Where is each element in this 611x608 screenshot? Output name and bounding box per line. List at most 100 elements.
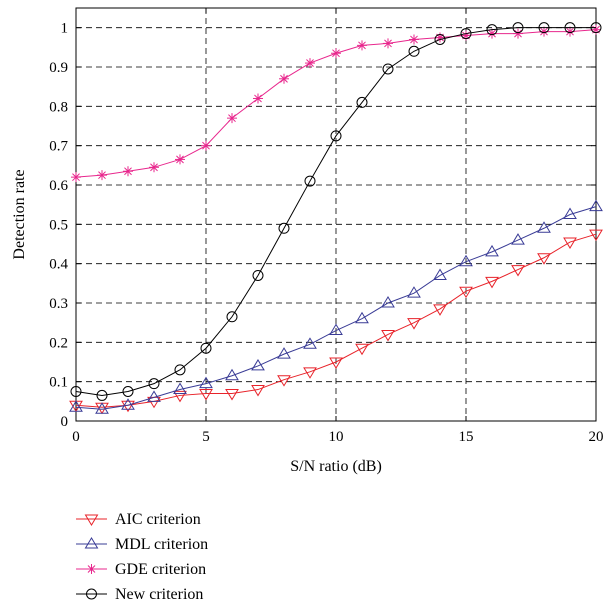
data-point [225, 388, 239, 401]
data-point [277, 347, 291, 359]
data-point [512, 22, 524, 34]
data-point [96, 389, 108, 401]
data-point [563, 207, 577, 219]
data-point [537, 253, 551, 265]
data-point [279, 73, 289, 84]
data-point [121, 398, 135, 410]
data-point [252, 269, 264, 281]
data-point [563, 237, 577, 250]
x-tick-label: 0 [72, 429, 80, 445]
data-point [329, 323, 343, 336]
data-point [381, 329, 395, 342]
y-axis-label: Detection rate [11, 169, 28, 259]
y-tick-label: 0.7 [49, 139, 68, 155]
data-point [564, 22, 576, 34]
data-point [173, 382, 187, 395]
legend-item: MDL criterion [76, 536, 208, 553]
data-point [173, 390, 187, 403]
data-point [357, 40, 367, 51]
data-point [225, 368, 239, 381]
data-point [434, 33, 446, 45]
series-line [75, 206, 597, 410]
data-point [71, 172, 81, 183]
y-tick-label: 1 [61, 21, 69, 37]
data-point [459, 286, 473, 299]
data-point [511, 233, 525, 245]
data-point [408, 45, 420, 57]
data-point [226, 311, 238, 323]
data-point [513, 28, 523, 39]
y-tick-label: 0.1 [49, 375, 68, 391]
data-point [97, 170, 107, 181]
series-group [69, 22, 603, 415]
series-mdl-criterion [69, 199, 603, 414]
data-point [460, 28, 472, 40]
series-line [75, 233, 597, 408]
data-point [175, 154, 185, 165]
series-gde-criterion [71, 24, 601, 183]
data-point [200, 342, 212, 354]
data-point [277, 375, 291, 387]
data-point [590, 22, 602, 34]
data-point [356, 96, 368, 108]
data-point [537, 221, 551, 233]
data-point [329, 357, 343, 369]
data-point [459, 254, 473, 267]
data-point [303, 367, 317, 379]
data-point [251, 358, 265, 371]
data-point [485, 244, 499, 257]
data-point [355, 343, 369, 356]
legend: AIC criterion MDL criterion GDE criterion N… [76, 511, 208, 603]
x-axis-label: S/N ratio (dB) [290, 458, 382, 475]
series-new-criterion [70, 22, 602, 401]
axis-ticks: 0 5 10 15 20 0 0.1 0.2 0.3 0.4 0.5 0.6 0.7 0.8 0.9 1 [49, 8, 604, 445]
series-aic-criterion [69, 229, 603, 415]
grid-lines [76, 8, 596, 421]
data-point [409, 34, 419, 45]
y-tick-label: 0.3 [49, 296, 68, 312]
data-point [251, 385, 265, 397]
data-point [355, 311, 369, 324]
data-point [121, 400, 135, 413]
data-point [589, 229, 603, 242]
x-tick-label: 10 [329, 429, 344, 445]
data-point [148, 378, 160, 390]
x-tick-label: 20 [589, 429, 604, 445]
data-point [122, 386, 134, 397]
x-tick-label: 5 [202, 429, 210, 445]
data-point [174, 364, 186, 376]
data-point [381, 296, 395, 308]
legend-swatch-marker [84, 537, 99, 549]
data-point [227, 113, 237, 124]
data-point [433, 268, 447, 280]
data-point [330, 130, 342, 142]
data-point [199, 388, 213, 401]
legend-item: AIC criterion [76, 511, 201, 528]
data-point [331, 48, 341, 59]
y-tick-label: 0.8 [49, 99, 68, 115]
legend-label: AIC criterion [115, 511, 201, 528]
y-tick-label: 0.9 [49, 60, 68, 76]
data-point [305, 58, 315, 69]
data-point [149, 162, 159, 173]
y-tick-label: 0.6 [49, 178, 68, 194]
legend-label: New criterion [115, 586, 203, 603]
data-point [199, 376, 213, 389]
data-point [511, 265, 525, 277]
legend-swatch-marker [86, 588, 97, 600]
data-point [95, 402, 109, 414]
legend-item: GDE criterion [76, 561, 206, 578]
x-tick-label: 15 [459, 429, 474, 445]
data-point [383, 38, 393, 49]
legend-swatch-marker [84, 514, 99, 526]
data-point [538, 22, 550, 34]
data-point [303, 337, 317, 349]
data-point [485, 276, 499, 289]
data-point [407, 286, 421, 298]
y-tick-label: 0.4 [49, 257, 68, 273]
series-line [75, 27, 596, 396]
y-tick-label: 0 [61, 414, 69, 430]
data-point [69, 400, 83, 412]
data-point [382, 63, 394, 75]
